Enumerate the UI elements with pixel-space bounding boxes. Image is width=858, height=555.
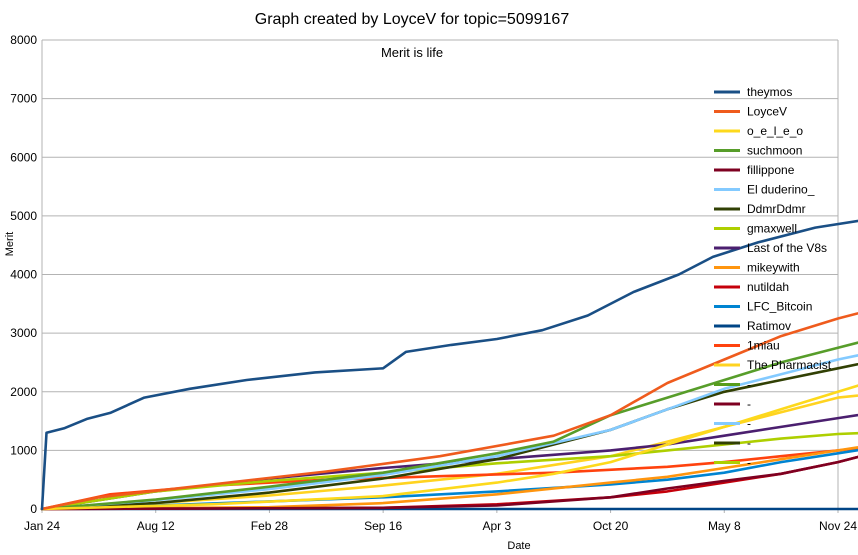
legend-label-12: Ratimov xyxy=(747,319,791,333)
x-tick-6: May 8 xyxy=(708,519,741,533)
legend-label-16: - xyxy=(747,397,751,411)
x-axis-label: Date xyxy=(507,540,530,552)
legend-label-15: - xyxy=(747,378,751,392)
series-lines xyxy=(40,219,858,511)
y-tick-3: 3000 xyxy=(10,326,37,340)
y-tick-0: 0 xyxy=(30,502,37,516)
series-line-5 xyxy=(40,354,858,511)
y-tick-2: 2000 xyxy=(10,385,37,399)
series-line-8 xyxy=(40,413,858,511)
legend-label-9: mikeywith xyxy=(747,261,800,275)
chart-title: Graph created by LoyceV for topic=509916… xyxy=(255,11,570,28)
y-tick-1: 1000 xyxy=(10,443,37,457)
x-tick-labels: Jan 24 Aug 12 Feb 28 Sep 16 Apr 3 Oct 20 May 8… xyxy=(24,519,857,533)
legend-label-1: LoyceV xyxy=(747,105,787,119)
legend-label-14: The Pharmacist xyxy=(747,358,832,372)
chart-subtitle: Merit is life xyxy=(381,45,443,60)
legend-label-5: El duderino_ xyxy=(747,183,815,197)
series-line-2 xyxy=(40,384,858,511)
series-line-9 xyxy=(40,445,858,511)
series-line-1 xyxy=(40,311,858,511)
y-tick-8: 8000 xyxy=(10,33,37,47)
legend-label-11: LFC_Bitcoin xyxy=(747,300,812,314)
x-tick-4: Apr 3 xyxy=(483,519,512,533)
series-line-13 xyxy=(40,447,858,511)
legend-label-6: DdmrDdmr xyxy=(747,202,806,216)
series-line-14 xyxy=(40,394,858,511)
y-tick-5: 5000 xyxy=(10,209,37,223)
x-tick-1: Aug 12 xyxy=(137,519,175,533)
legend-label-13: 1miau xyxy=(747,339,780,353)
x-tick-0: Jan 24 xyxy=(24,519,60,533)
series-line-0 xyxy=(40,219,858,511)
legend-label-17: - xyxy=(747,417,751,431)
series-line-6 xyxy=(40,362,858,511)
y-axis-label: Merit xyxy=(4,232,16,256)
legend-label-18: - xyxy=(747,436,751,450)
x-tick-5: Oct 20 xyxy=(593,519,629,533)
y-tick-7: 7000 xyxy=(10,92,37,106)
legend-label-0: theymos xyxy=(747,85,792,99)
x-tick-3: Sep 16 xyxy=(364,519,402,533)
x-tick-2: Feb 28 xyxy=(251,519,289,533)
legend-label-2: o_e_l_e_o xyxy=(747,124,803,138)
y-tick-6: 6000 xyxy=(10,150,37,164)
legend-label-19: - xyxy=(747,456,751,470)
legend-label-8: Last of the V8s xyxy=(747,241,827,255)
series-line-4 xyxy=(40,455,858,511)
series-line-10 xyxy=(40,455,858,511)
series-line-3 xyxy=(40,341,858,511)
legend-label-7: gmaxwell xyxy=(747,222,797,236)
legend: theymos LoyceV o_e_l_e_o suchmoon fillippone… xyxy=(714,85,832,470)
series-line-7 xyxy=(40,431,858,511)
y-tick-labels: 0 1000 2000 3000 4000 5000 6000 7000 8000 xyxy=(10,33,37,516)
y-tick-4: 4000 xyxy=(10,268,37,282)
legend-label-4: fillippone xyxy=(747,163,795,177)
x-tick-7: Nov 24 xyxy=(819,519,857,533)
series-line-11 xyxy=(40,448,858,511)
legend-label-3: suchmoon xyxy=(747,144,802,158)
legend-label-10: nutildah xyxy=(747,280,789,294)
